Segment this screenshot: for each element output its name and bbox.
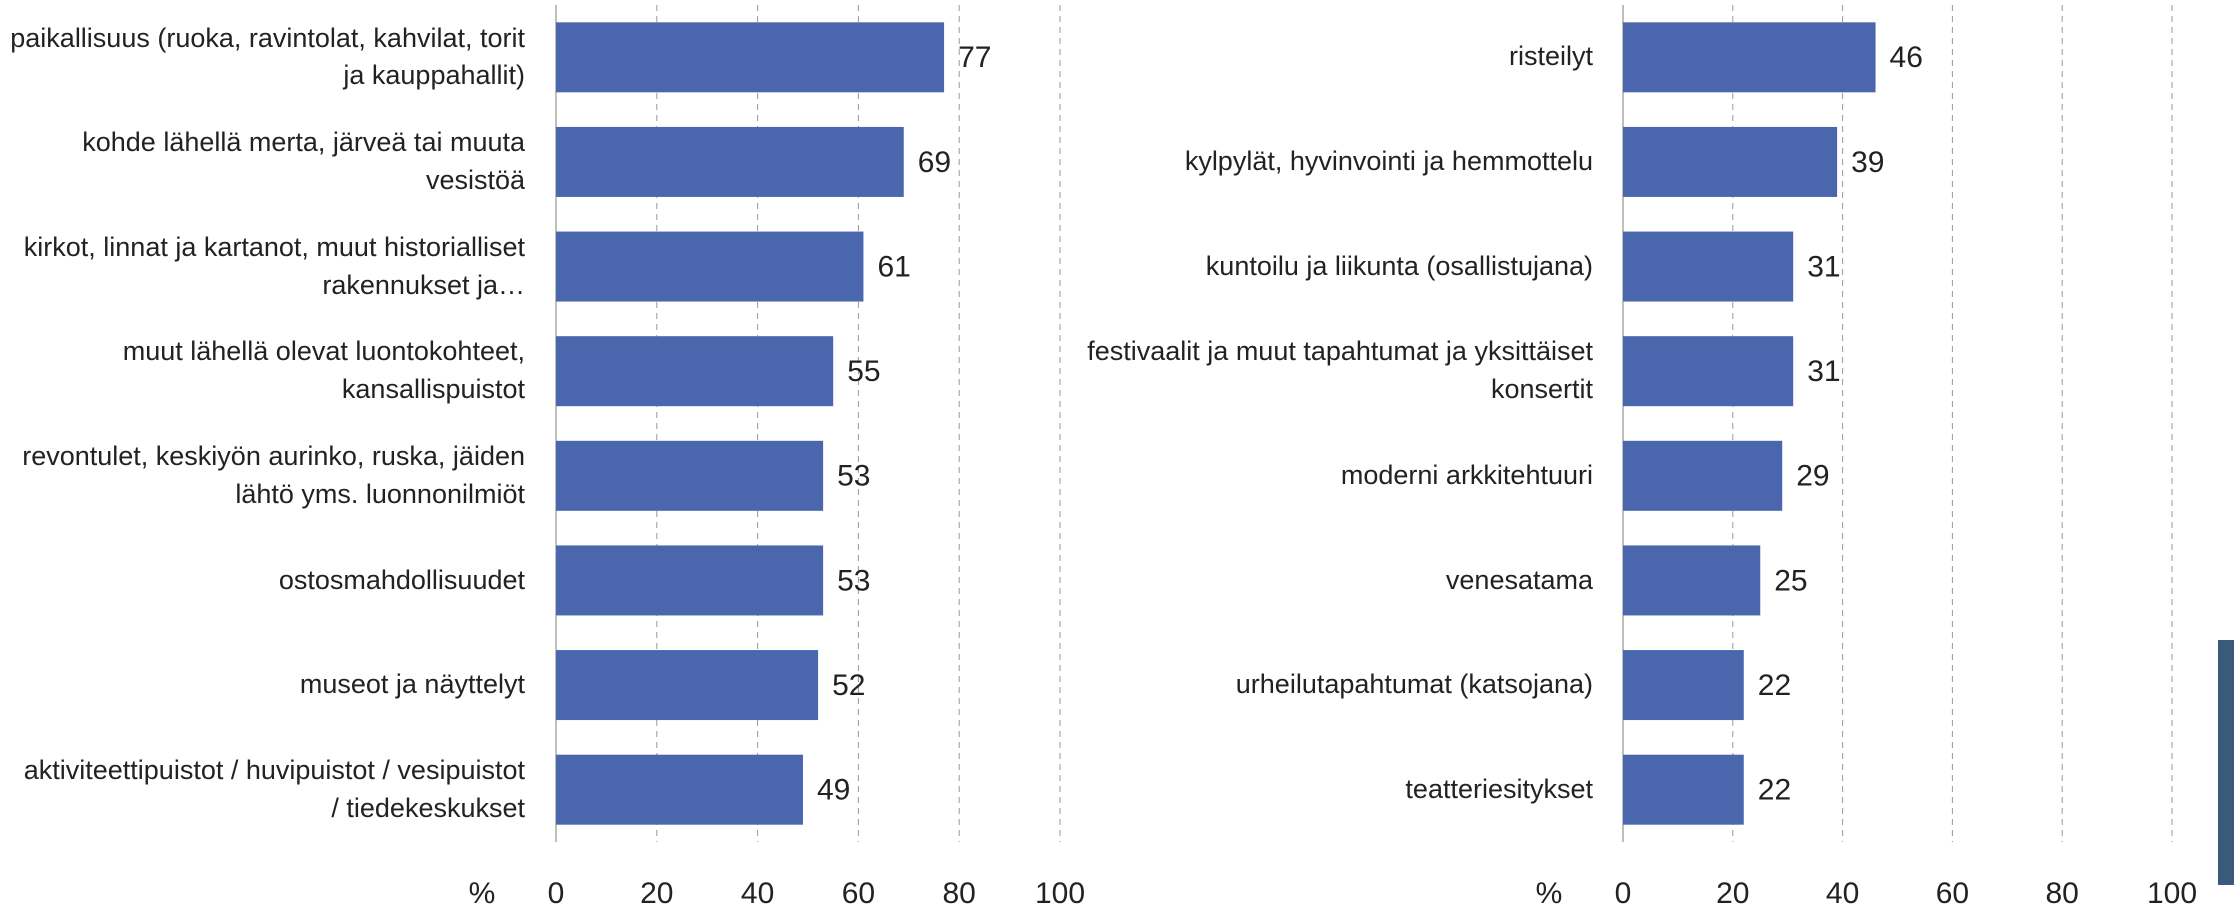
value-label: 61 (877, 250, 910, 283)
category-label-box: aktiviteettipuistot / huvipuistot / vesi… (23, 754, 525, 823)
category-label-box: ostosmahdollisuudet (278, 564, 525, 595)
value-label: 31 (1807, 355, 1840, 388)
value-label: 22 (1758, 774, 1791, 807)
value-label: 53 (837, 564, 870, 597)
x-tick-label: 60 (1936, 877, 1969, 910)
category-label: moderni arkkitehtuuri (1340, 459, 1593, 490)
bar (556, 126, 904, 197)
value-label: 29 (1796, 460, 1829, 493)
x-tick-label: 80 (2046, 877, 2079, 910)
value-label: 31 (1807, 250, 1840, 283)
bar (556, 545, 824, 616)
x-tick-label: 20 (1716, 877, 1749, 910)
category-label: kylpylät, hyvinvointi ja hemmottelu (1184, 146, 1593, 177)
x-tick-label: 40 (741, 877, 774, 910)
bar (1623, 231, 1794, 302)
category-label: kuntoilu ja liikunta (osallistujana) (1205, 250, 1593, 281)
category-label: urheilutapahtumat (katsojana) (1235, 669, 1593, 700)
category-label-box: moderni arkkitehtuuri (1340, 459, 1593, 490)
x-tick-label: 0 (548, 877, 565, 910)
x-tick-label: 20 (640, 877, 673, 910)
category-label-box: muut lähellä olevat luontokohteet, kansa… (122, 336, 525, 405)
bar (1623, 22, 1876, 93)
category-label: revontulet, keskiyön aurinko, ruska, jäi… (22, 441, 525, 509)
category-label-box: revontulet, keskiyön aurinko, ruska, jäi… (22, 441, 525, 509)
category-label-box: kirkot, linnat ja kartanot, muut histori… (23, 231, 525, 300)
x-tick-label: 80 (943, 877, 976, 910)
category-label-box: kylpylät, hyvinvointi ja hemmottelu (1184, 146, 1593, 177)
bar (1623, 650, 1744, 721)
category-label-box: teatteriesitykset (1405, 773, 1593, 804)
bar (1623, 754, 1744, 825)
category-label-box: kuntoilu ja liikunta (osallistujana) (1205, 250, 1593, 281)
x-axis-label: % (1536, 877, 1563, 910)
category-label-box: urheilutapahtumat (katsojana) (1235, 669, 1593, 700)
x-tick-label: 100 (2147, 877, 2197, 910)
category-label: kohde lähellä merta, järveä tai muuta ve… (82, 127, 525, 195)
value-label: 22 (1758, 669, 1791, 702)
x-tick-label: 0 (1615, 877, 1632, 910)
x-tick-label: 60 (842, 877, 875, 910)
bar (1623, 440, 1783, 511)
bar (556, 650, 819, 721)
value-label: 49 (817, 774, 850, 807)
bar (556, 22, 945, 93)
category-label: aktiviteettipuistot / huvipuistot / vesi… (23, 754, 525, 823)
category-label-box: risteilyt (1508, 41, 1593, 72)
category-label-box: venesatama (1445, 564, 1593, 595)
category-label-box: festivaalit ja muut tapahtumat ja yksitt… (1087, 336, 1593, 405)
bar (1623, 336, 1794, 407)
bar (556, 440, 824, 511)
category-label: venesatama (1445, 564, 1593, 595)
category-label: festivaalit ja muut tapahtumat ja yksitt… (1087, 336, 1593, 405)
bar (556, 231, 864, 302)
value-label: 25 (1774, 564, 1807, 597)
category-label: museot ja näyttelyt (299, 669, 525, 700)
edge-image (2218, 640, 2234, 885)
value-label: 39 (1851, 146, 1884, 179)
bar (1623, 126, 1838, 197)
category-label-box: museot ja näyttelyt (299, 669, 525, 700)
value-label: 46 (1890, 41, 1923, 74)
category-label: muut lähellä olevat luontokohteet, kansa… (122, 336, 525, 405)
category-label: ostosmahdollisuudet (278, 564, 525, 595)
bar (556, 754, 803, 825)
value-label: 52 (832, 669, 865, 702)
bar (556, 336, 834, 407)
x-tick-label: 100 (1035, 877, 1085, 910)
category-label-box: kohde lähellä merta, järveä tai muuta ve… (82, 127, 525, 195)
bar (1623, 545, 1761, 616)
value-label: 77 (958, 41, 991, 74)
value-label: 53 (837, 460, 870, 493)
category-label: kirkot, linnat ja kartanot, muut histori… (23, 231, 525, 300)
value-label: 55 (847, 355, 880, 388)
category-label: teatteriesitykset (1405, 773, 1593, 804)
category-label-box: paikallisuus (ruoka, ravintolat, kahvila… (10, 22, 525, 91)
category-label: paikallisuus (ruoka, ravintolat, kahvila… (10, 22, 525, 91)
value-label: 69 (918, 146, 951, 179)
x-axis-label: % (469, 877, 496, 910)
x-tick-label: 40 (1826, 877, 1859, 910)
category-label: risteilyt (1508, 41, 1593, 72)
